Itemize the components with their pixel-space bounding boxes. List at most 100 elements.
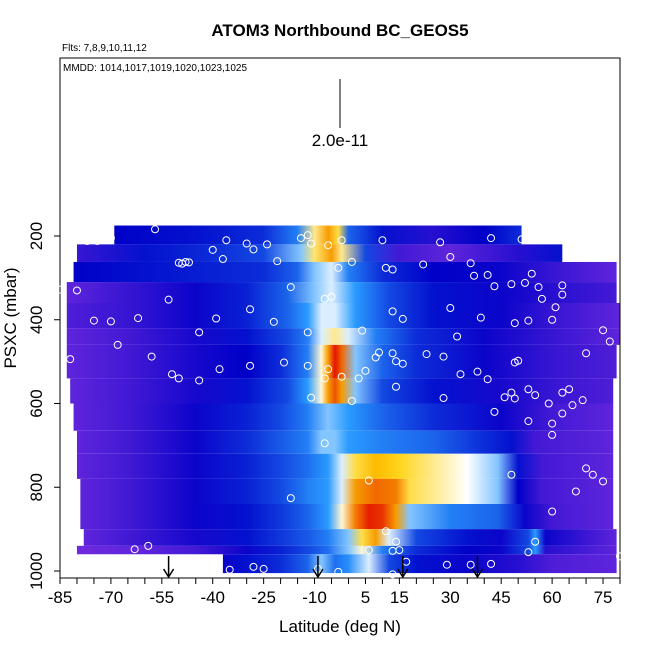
observation-point (422, 350, 431, 359)
observation-point (388, 265, 397, 274)
observation-point (286, 283, 295, 292)
x-axis-label: Latitude (deg N) (279, 617, 401, 636)
y-tick-label: 800 (27, 473, 46, 501)
observation-point (507, 470, 516, 479)
observation-point (398, 314, 407, 323)
x-tick-label: -55 (150, 588, 175, 607)
observation-point (520, 278, 529, 287)
observation-point (599, 326, 608, 335)
flight-arrow (397, 556, 409, 579)
observation-point (273, 257, 282, 266)
observation-point (334, 263, 343, 272)
observation-point (364, 476, 373, 485)
observation-point (507, 388, 516, 397)
observation-point (388, 307, 397, 316)
observation-point (571, 487, 580, 496)
y-tick-label: 1000 (27, 552, 46, 590)
observation-point (524, 385, 533, 394)
observation-point (588, 470, 597, 479)
y-tick-label: 600 (27, 389, 46, 417)
x-tick-label: 15 (390, 588, 409, 607)
observation-point (347, 257, 356, 266)
x-tick-label: 5 (361, 588, 370, 607)
observation-point (89, 316, 98, 325)
observation-point (470, 271, 479, 280)
observation-point (398, 359, 407, 368)
observation-point (442, 560, 451, 569)
observation-point (364, 546, 373, 555)
observation-point (466, 259, 475, 268)
observation-point (212, 314, 221, 323)
observation-point (215, 365, 224, 374)
observation-point (296, 234, 305, 243)
observation-point (72, 286, 81, 295)
points-layer (56, 225, 624, 579)
heatmap-band (73, 403, 614, 431)
observation-point (439, 352, 448, 361)
observation-point (225, 565, 234, 574)
observation-point (544, 399, 553, 408)
observation-point (263, 240, 272, 249)
observation-point (327, 292, 336, 301)
y-axis: 200 400 600 800 1000 (27, 222, 60, 590)
observation-point (388, 546, 397, 555)
observation-point (307, 393, 316, 402)
observation-point (524, 316, 533, 325)
observation-point (548, 430, 557, 439)
heatmap-band (80, 504, 614, 530)
observation-point (487, 559, 496, 568)
observation-point (184, 258, 193, 267)
heatmap-band (76, 545, 617, 555)
observation-point (66, 539, 75, 548)
x-tick-label: 30 (441, 588, 460, 607)
observation-point (56, 285, 64, 294)
observation-point (466, 560, 475, 569)
observation-point (548, 419, 557, 428)
observation-point (375, 348, 384, 357)
observation-point (578, 396, 587, 405)
observation-point (334, 567, 343, 576)
y-tick-label: 200 (27, 222, 46, 250)
observation-point (218, 255, 227, 264)
x-tick-label: -85 (48, 588, 73, 607)
observation-point (269, 317, 278, 326)
observation-point (558, 290, 567, 299)
observation-point (358, 326, 367, 335)
x-tick-label: -10 (302, 588, 327, 607)
x-tick-label: -40 (200, 588, 225, 607)
observation-point (93, 237, 102, 246)
observation-point (347, 396, 356, 405)
observation-point (134, 314, 143, 323)
observation-point (510, 394, 519, 403)
observation-point (280, 358, 288, 367)
observation-point (524, 548, 533, 557)
heatmap-band (66, 328, 620, 345)
observation-point (242, 239, 251, 248)
x-tick-label: 45 (492, 588, 511, 607)
observation-point (419, 260, 428, 269)
observation-point (259, 564, 268, 573)
observation-point (307, 239, 316, 248)
observation-point (320, 374, 329, 383)
observation-point (164, 295, 173, 304)
observation-point (476, 313, 485, 322)
heatmap-layer (66, 225, 620, 574)
observation-point (568, 401, 577, 410)
observation-point (354, 374, 363, 383)
heatmap-band (222, 554, 617, 574)
heatmap-band (76, 453, 614, 479)
observation-point (195, 376, 204, 385)
plot-frame (59, 57, 621, 579)
flight-arrow (162, 556, 175, 579)
observation-point (534, 283, 543, 292)
observation-point (222, 236, 231, 245)
observation-point (66, 355, 75, 364)
observation-point (130, 545, 139, 554)
observation-point (446, 252, 455, 261)
observation-point (599, 477, 608, 486)
observation-point (558, 388, 567, 397)
observation-point (616, 552, 624, 561)
observation-point (246, 361, 255, 370)
